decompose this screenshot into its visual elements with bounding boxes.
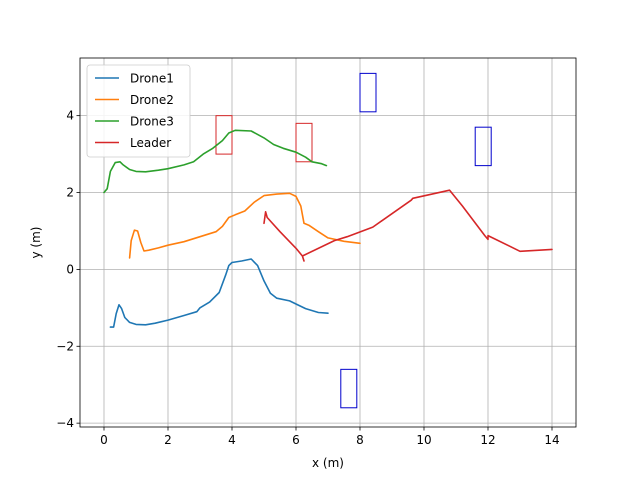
series-line-leader [263,189,553,262]
y-axis-ticks: −4 −2 0 2 4 [56,109,80,430]
x-tick-label: 6 [292,433,300,447]
obstacle-rect [295,122,313,163]
obstacle-rect [359,72,377,113]
obstacle-rectangles [215,72,492,409]
legend: Drone1 Drone2 Drone3 Leader [86,64,191,158]
series-line-drone1 [109,258,329,328]
x-axis-label: x (m) [312,456,344,470]
x-tick-label: 14 [544,433,559,447]
y-tick-label: 0 [66,262,74,276]
series-lines [103,129,553,328]
obstacle-rect [474,126,492,167]
x-tick-label: 10 [416,433,431,447]
legend-box [86,64,191,158]
legend-entry: Drone1 [130,72,174,86]
x-axis-ticks: 0 2 4 6 8 10 12 14 [100,427,560,447]
obstacle-rect [340,368,358,409]
x-tick-label: 8 [356,433,364,447]
legend-entry: Drone3 [130,115,174,129]
x-tick-label: 12 [480,433,495,447]
y-axis-label: y (m) [29,227,43,259]
series-line-drone2 [128,192,361,259]
series-line-drone3 [103,129,328,194]
y-tick-label: 4 [66,109,74,123]
y-tick-label: −4 [56,416,74,430]
plot-frame [79,57,577,428]
obstacle-rect [215,115,233,155]
x-tick-label: 4 [228,433,236,447]
x-tick-label: 0 [100,433,108,447]
x-tick-label: 2 [164,433,172,447]
legend-entry: Drone2 [130,93,174,107]
y-tick-label: −2 [56,339,74,353]
legend-entry: Leader [130,136,171,150]
y-tick-label: 2 [66,186,74,200]
